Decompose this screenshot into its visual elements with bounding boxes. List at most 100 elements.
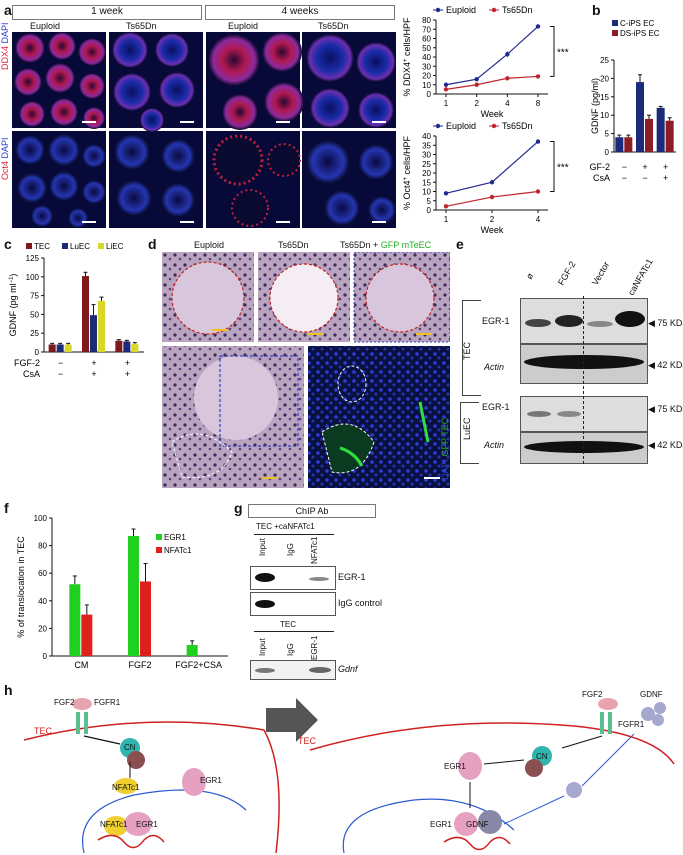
factor-mark: − bbox=[622, 162, 627, 172]
y-tick-label: 20 bbox=[38, 624, 47, 633]
h-right-egr1: EGR1 bbox=[444, 762, 466, 771]
bar bbox=[69, 584, 81, 656]
data-point bbox=[535, 74, 541, 79]
h-left-fgf2: FGF2 bbox=[54, 698, 75, 707]
legend-label: C-iPS EC bbox=[620, 19, 654, 28]
y-tick-label: 25 bbox=[600, 56, 609, 65]
h-left-nfatc1: NFATc1 bbox=[112, 783, 140, 792]
factor-mark: + bbox=[125, 358, 130, 368]
bar bbox=[56, 344, 64, 352]
h-left-nfatc1-icon bbox=[114, 778, 138, 794]
factor-label: FGF-2 bbox=[590, 162, 610, 172]
panel-label-g: g bbox=[234, 500, 243, 516]
y-tick-label: 5 bbox=[427, 197, 432, 206]
significance-label: *** bbox=[557, 47, 569, 58]
g-row-gdnf: Gdnf bbox=[338, 664, 358, 674]
panel-label-b: b bbox=[592, 2, 601, 18]
y-tick-label: 15 bbox=[422, 178, 431, 187]
e-lane-3: caNFATc1 bbox=[626, 257, 655, 297]
legend-swatch bbox=[612, 30, 618, 36]
bar bbox=[656, 107, 665, 152]
g-top-condition: TEC +caNFATc1 bbox=[256, 522, 315, 531]
data-point bbox=[474, 82, 479, 87]
legend-label: Ts65Dn bbox=[502, 121, 533, 131]
data-point bbox=[443, 204, 449, 209]
h-right-tec: TEC bbox=[298, 736, 316, 746]
y-tick-label: 25 bbox=[30, 329, 39, 338]
y-axis-label: GDNF (pg ml−1) bbox=[8, 274, 18, 337]
e-tec-bracket bbox=[462, 300, 481, 396]
h-arrow-icon bbox=[266, 698, 318, 742]
d-stain-label: DAPI GFP TEC bbox=[440, 417, 450, 480]
h-right-cn: CN bbox=[536, 752, 548, 761]
legend-label: EGR1 bbox=[164, 533, 186, 542]
data-point bbox=[505, 76, 510, 81]
panel-label-h: h bbox=[4, 682, 13, 698]
bar bbox=[645, 118, 653, 152]
row-label-oct4: Oct4 DAPI bbox=[0, 137, 10, 180]
chart-f: 0 20 40 60 80 100 % of translocation in TEC CM F… bbox=[16, 514, 228, 670]
data-point bbox=[443, 87, 449, 92]
bar bbox=[140, 581, 151, 656]
significance-bracket bbox=[550, 25, 555, 77]
data-point bbox=[489, 180, 495, 185]
h-left-egr1: EGR1 bbox=[200, 776, 222, 785]
y-tick-label: 10 bbox=[600, 111, 609, 120]
legend-swatch bbox=[26, 243, 32, 249]
e-blot-luec-egr1 bbox=[520, 396, 648, 432]
e-luec-actin-label: Actin bbox=[484, 440, 505, 450]
y-tick-label: 60 bbox=[422, 35, 431, 44]
col-label-ts65dn-4w: Ts65Dn bbox=[318, 21, 349, 31]
g-lane-egr1-b: EGR-1 bbox=[310, 635, 319, 660]
legend-label: Euploid bbox=[446, 5, 476, 15]
factor-mark: + bbox=[663, 173, 668, 183]
y-tick-label: 15 bbox=[600, 93, 609, 102]
e-size-2: ◀ 42 KDa bbox=[648, 360, 683, 370]
bar bbox=[636, 82, 644, 152]
x-tick-label: FGF2 bbox=[128, 660, 151, 670]
h-right-egr1-dna: EGR1 bbox=[430, 820, 452, 829]
e-luec-bracket bbox=[460, 402, 479, 464]
x-tick-label: CM bbox=[74, 660, 88, 670]
g-header: ChIP Ab bbox=[248, 504, 376, 518]
x-axis-label: Week bbox=[481, 109, 504, 118]
h-right-fgf2-icon bbox=[598, 698, 618, 710]
legend-label: LiEC bbox=[106, 242, 124, 251]
data-point bbox=[535, 24, 541, 29]
y-tick-label: 70 bbox=[422, 25, 431, 34]
g-lane-input-b: Input bbox=[258, 638, 267, 656]
h-right-fgfr1: FGFR1 bbox=[618, 720, 645, 729]
e-lane-1: FGF-2 bbox=[556, 259, 578, 287]
e-lane-0: ø bbox=[524, 271, 536, 281]
y-tick-label: 10 bbox=[422, 188, 431, 197]
g-blot-igg bbox=[250, 592, 336, 616]
y-tick-label: 50 bbox=[422, 44, 431, 53]
d-label-euploid: Euploid bbox=[194, 240, 225, 250]
h-right-fgf2: FGF2 bbox=[582, 690, 603, 699]
legend-label: Euploid bbox=[446, 121, 476, 131]
bar bbox=[615, 137, 624, 152]
e-blot-tec-actin bbox=[520, 344, 648, 384]
factor-mark: − bbox=[642, 173, 647, 183]
bar bbox=[624, 137, 633, 152]
bar bbox=[115, 340, 123, 352]
y-tick-label: 40 bbox=[422, 132, 431, 141]
y-tick-label: 20 bbox=[600, 74, 609, 83]
y-tick-label: 30 bbox=[422, 151, 431, 160]
legend-label: NFATc1 bbox=[164, 546, 192, 555]
h-left-nucleus bbox=[82, 789, 247, 853]
data-point bbox=[505, 52, 510, 57]
x-tick-label: 8 bbox=[536, 99, 541, 108]
e-luec-egr1-label: EGR-1 bbox=[482, 402, 510, 412]
h-left-tec: TEC bbox=[34, 726, 52, 736]
e-lane-2: Vector bbox=[590, 259, 612, 287]
y-tick-label: 0 bbox=[605, 148, 610, 157]
e-divider bbox=[583, 296, 584, 464]
x-tick-label: 1 bbox=[444, 99, 449, 108]
panel-label-a: a bbox=[4, 2, 12, 18]
h-right-gdnf-dna: GDNF bbox=[466, 820, 489, 829]
col-label-euploid-4w: Euploid bbox=[228, 21, 259, 31]
